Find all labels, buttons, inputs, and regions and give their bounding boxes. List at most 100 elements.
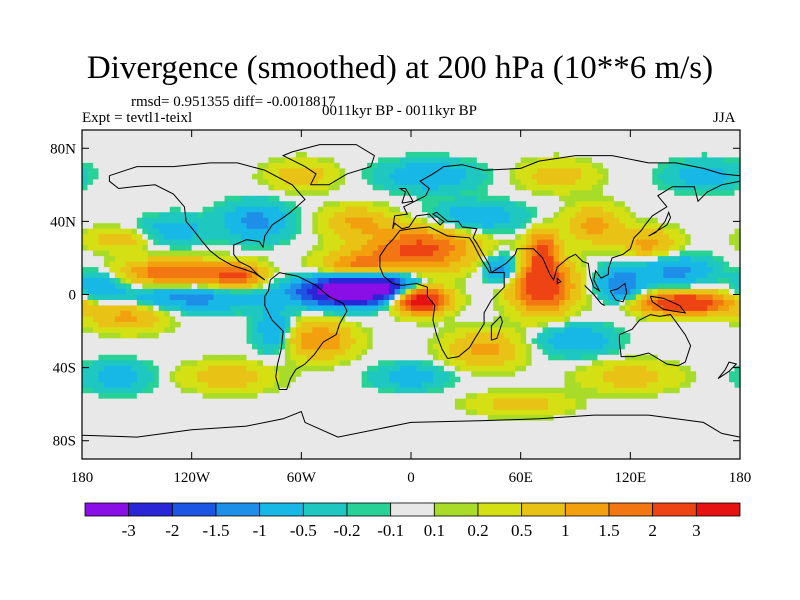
field-cell [186,234,193,241]
field-cell [180,217,187,224]
field-cell [389,338,396,345]
field-cell [246,179,253,186]
field-cell [608,267,615,274]
field-cell [471,343,478,350]
field-cell [241,332,248,339]
field-cell [186,206,193,213]
field-cell [378,223,385,230]
field-cell [696,184,703,191]
field-cell [580,195,588,202]
field-cell [526,179,533,186]
field-cell [334,212,341,219]
field-cell [208,168,215,175]
field-cell [323,162,330,169]
field-cell [432,228,440,235]
field-cell [701,289,708,296]
field-cell [224,338,231,345]
field-cell [120,146,127,153]
field-cell [120,332,127,339]
field-cell [509,234,516,241]
field-cell [400,321,407,328]
field-cell [498,338,505,345]
field-cell [602,146,609,153]
field-cell [383,173,390,180]
field-cell [548,206,555,213]
field-cell [630,245,637,252]
field-cell [570,228,577,235]
field-cell [213,135,220,142]
field-cell [273,162,280,169]
field-cell [202,267,209,274]
field-cell [674,212,681,219]
field-cell [734,184,741,191]
field-cell [443,168,450,175]
field-cell [559,151,566,159]
field-cell [262,327,270,334]
field-cell [202,250,209,257]
field-cell [383,294,390,301]
field-cell [219,206,226,213]
field-cell [570,239,577,246]
field-cell [136,256,143,263]
field-cell [186,140,193,148]
field-cell [652,212,659,219]
field-cell [476,256,483,263]
field-cell [290,305,297,312]
field-cell [729,190,736,197]
field-cell [427,256,434,263]
field-cell [257,223,264,230]
field-cell [553,162,560,169]
field-cell [427,267,434,274]
field-cell [405,294,412,301]
field-cell [109,130,116,137]
field-cell [454,217,461,224]
field-cell [553,201,560,208]
field-cell [394,310,401,318]
field-cell [345,354,352,361]
field-cell [328,212,335,219]
field-cell [668,168,675,175]
field-cell [284,310,291,318]
field-cell [421,327,429,334]
field-cell [273,168,280,175]
field-cell [241,289,248,296]
field-cell [361,354,368,361]
field-cell [383,256,390,263]
field-cell [400,234,407,241]
field-cell [537,168,544,175]
field-cell [570,223,577,230]
field-cell [235,157,242,164]
field-cell [635,184,642,191]
field-cell [208,151,215,159]
field-cell [219,349,226,356]
field-cell [580,316,588,323]
field-cell [345,173,352,180]
field-cell [345,299,352,307]
field-cell [317,201,324,208]
field-cell [674,294,681,301]
field-cell [602,223,609,230]
field-cell [493,261,500,268]
field-cell [591,316,599,323]
field-cell [723,146,730,153]
field-cell [564,184,571,191]
field-cell [317,239,324,246]
field-cell [268,151,275,159]
field-cell [657,299,664,307]
field-cell [564,245,571,252]
field-cell [180,239,187,246]
field-cell [317,332,324,339]
field-cell [537,162,544,169]
field-cell [690,130,697,137]
field-cell [718,332,725,339]
field-cell [87,321,94,328]
field-cell [224,206,231,213]
field-cell [164,140,171,148]
field-cell [696,310,703,318]
field-cell [465,272,472,279]
field-cell [345,223,352,230]
field-cell [279,151,286,159]
field-cell [257,278,264,285]
field-cell [712,327,719,334]
field-cell [493,168,500,175]
